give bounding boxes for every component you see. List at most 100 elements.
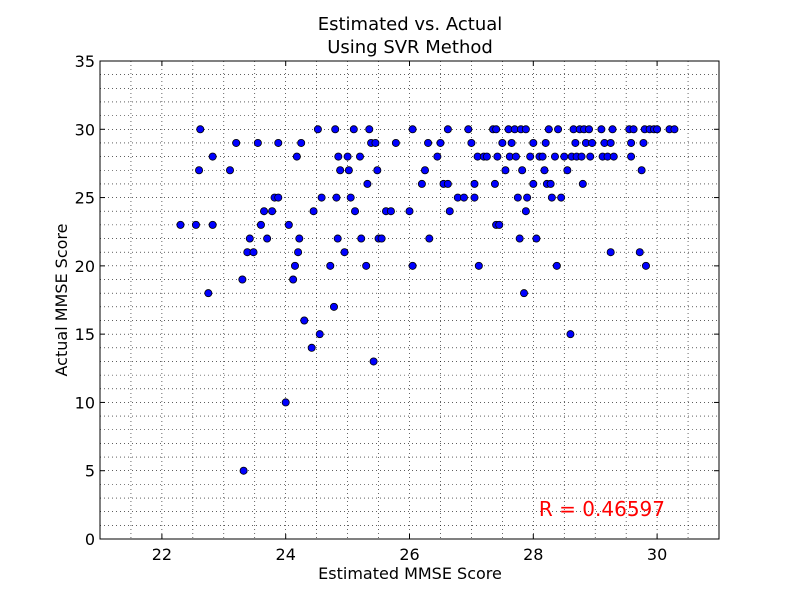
data-point bbox=[268, 207, 277, 216]
data-point bbox=[232, 138, 241, 147]
data-point bbox=[355, 152, 364, 161]
data-point bbox=[529, 138, 538, 147]
data-point bbox=[557, 193, 566, 202]
data-point bbox=[585, 125, 594, 134]
data-point bbox=[362, 261, 371, 270]
y-tick-label: 20 bbox=[75, 257, 95, 276]
data-point bbox=[420, 166, 429, 175]
x-tick-label: 24 bbox=[276, 545, 296, 564]
data-point bbox=[627, 152, 636, 161]
data-point bbox=[637, 166, 646, 175]
data-point bbox=[467, 138, 476, 147]
data-point bbox=[334, 152, 343, 161]
data-point bbox=[260, 207, 269, 216]
data-point bbox=[588, 138, 597, 147]
correlation-annotation: R = 0.46597 bbox=[539, 497, 665, 521]
data-point bbox=[344, 166, 353, 175]
data-point bbox=[289, 275, 298, 284]
data-point bbox=[627, 138, 636, 147]
data-point bbox=[333, 234, 342, 243]
data-point bbox=[498, 138, 507, 147]
data-point bbox=[290, 261, 299, 270]
data-point bbox=[560, 152, 569, 161]
y-axis-label: Actual MMSE Score bbox=[52, 224, 71, 377]
data-point bbox=[253, 138, 262, 147]
data-point bbox=[670, 125, 679, 134]
data-point bbox=[520, 289, 529, 298]
data-point bbox=[300, 316, 309, 325]
data-point bbox=[191, 220, 200, 229]
data-point bbox=[470, 193, 479, 202]
data-point bbox=[608, 125, 617, 134]
data-point bbox=[482, 152, 491, 161]
data-point bbox=[550, 152, 559, 161]
data-point bbox=[365, 125, 374, 134]
data-point bbox=[577, 152, 586, 161]
data-point bbox=[332, 193, 341, 202]
data-point bbox=[204, 289, 213, 298]
data-point bbox=[566, 330, 575, 339]
chart-title: Estimated vs. Actual bbox=[318, 14, 503, 35]
data-points bbox=[176, 125, 679, 475]
data-point bbox=[541, 138, 550, 147]
data-point bbox=[408, 261, 417, 270]
data-point bbox=[239, 466, 248, 475]
data-point bbox=[336, 166, 345, 175]
data-point bbox=[571, 138, 580, 147]
data-point bbox=[606, 248, 615, 257]
data-point bbox=[329, 302, 338, 311]
data-point bbox=[408, 125, 417, 134]
y-tick-label: 10 bbox=[75, 393, 95, 412]
x-tick-label: 26 bbox=[399, 545, 419, 564]
data-point bbox=[317, 193, 326, 202]
data-point bbox=[391, 138, 400, 147]
data-point bbox=[297, 138, 306, 147]
data-point bbox=[363, 179, 372, 188]
data-point bbox=[443, 179, 452, 188]
data-point bbox=[195, 166, 204, 175]
data-point bbox=[351, 207, 360, 216]
data-point bbox=[433, 152, 442, 161]
data-point bbox=[238, 275, 247, 284]
data-point bbox=[609, 152, 618, 161]
data-point bbox=[346, 193, 355, 202]
data-point bbox=[357, 234, 366, 243]
data-point bbox=[474, 261, 483, 270]
data-point bbox=[544, 125, 553, 134]
data-point bbox=[196, 125, 205, 134]
data-point bbox=[292, 152, 301, 161]
data-point bbox=[274, 138, 283, 147]
data-point bbox=[307, 343, 316, 352]
data-point bbox=[470, 179, 479, 188]
data-point bbox=[629, 125, 638, 134]
data-point bbox=[377, 234, 386, 243]
y-tick-label: 15 bbox=[75, 325, 95, 344]
data-point bbox=[315, 330, 324, 339]
data-point bbox=[511, 152, 520, 161]
data-point bbox=[295, 234, 304, 243]
data-point bbox=[492, 125, 501, 134]
data-point bbox=[597, 125, 606, 134]
data-point bbox=[386, 207, 395, 216]
data-point bbox=[309, 207, 318, 216]
data-point bbox=[552, 261, 561, 270]
data-point bbox=[653, 125, 662, 134]
data-point bbox=[225, 166, 234, 175]
data-point bbox=[515, 234, 524, 243]
x-tick-label: 28 bbox=[523, 545, 543, 564]
data-point bbox=[208, 152, 217, 161]
data-point bbox=[281, 398, 290, 407]
data-point bbox=[523, 193, 532, 202]
data-point bbox=[563, 166, 572, 175]
data-point bbox=[405, 207, 414, 216]
data-point bbox=[326, 261, 335, 270]
x-tick-label: 22 bbox=[152, 545, 172, 564]
data-point bbox=[554, 125, 563, 134]
data-point bbox=[578, 179, 587, 188]
data-point bbox=[513, 193, 522, 202]
data-point bbox=[641, 261, 650, 270]
data-point bbox=[443, 125, 452, 134]
data-point bbox=[495, 220, 504, 229]
